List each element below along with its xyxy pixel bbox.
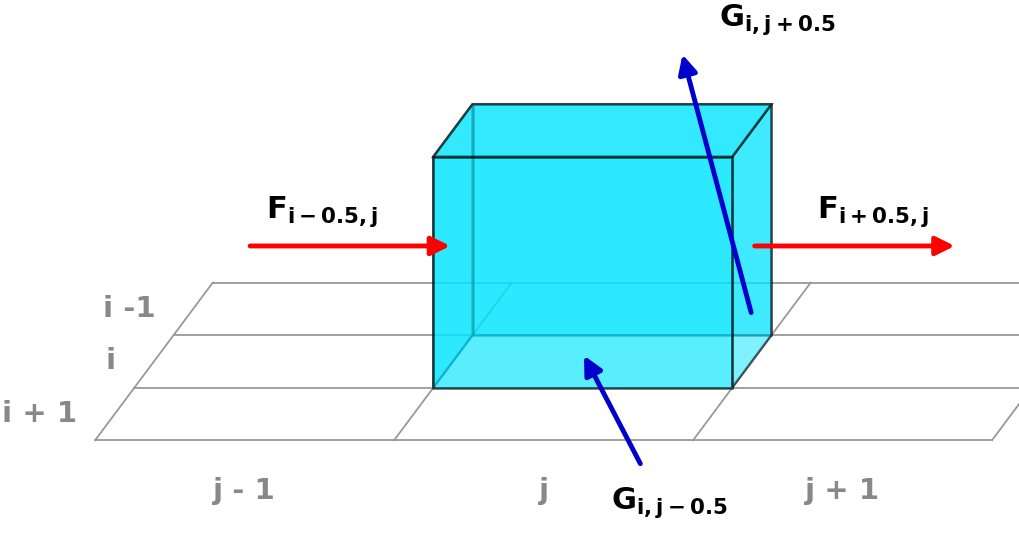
Polygon shape xyxy=(433,157,732,388)
Text: $\mathbf{G_{i,j-0.5}}$: $\mathbf{G_{i,j-0.5}}$ xyxy=(610,485,728,520)
Text: i -1: i -1 xyxy=(103,295,155,323)
Polygon shape xyxy=(433,104,770,157)
Text: j - 1: j - 1 xyxy=(213,477,276,505)
Polygon shape xyxy=(433,104,472,388)
Polygon shape xyxy=(472,104,770,335)
Text: j + 1: j + 1 xyxy=(804,477,879,505)
Text: j: j xyxy=(538,477,548,505)
Text: $\mathbf{G_{i,j+0.5}}$: $\mathbf{G_{i,j+0.5}}$ xyxy=(718,3,836,37)
Polygon shape xyxy=(732,104,770,388)
Text: $\mathbf{F_{i+0.5,j}}$: $\mathbf{F_{i+0.5,j}}$ xyxy=(816,194,928,229)
Text: i + 1: i + 1 xyxy=(2,400,76,428)
Text: i: i xyxy=(106,348,116,375)
Text: $\mathbf{F_{i-0.5,j}}$: $\mathbf{F_{i-0.5,j}}$ xyxy=(266,194,378,229)
